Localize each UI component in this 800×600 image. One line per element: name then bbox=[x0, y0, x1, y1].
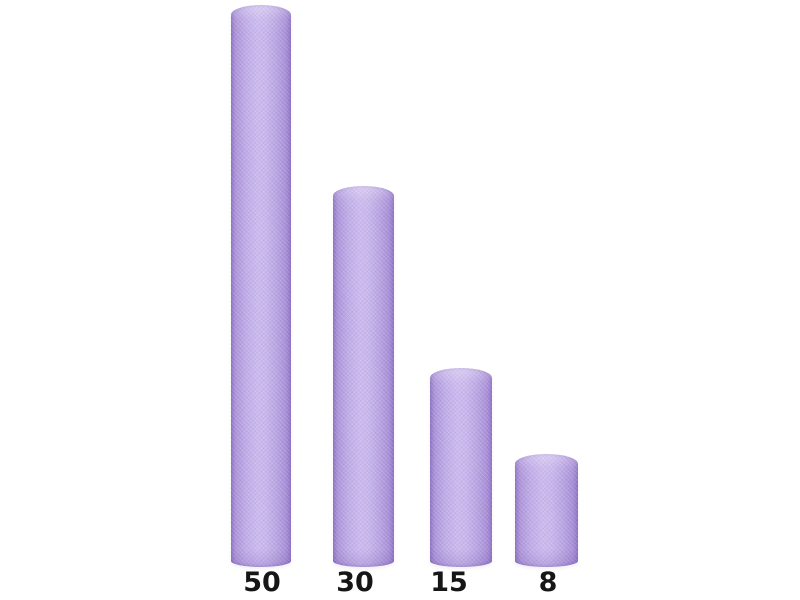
size-label-50: 50 bbox=[243, 567, 281, 598]
tulle-roll-30 bbox=[333, 186, 394, 567]
tulle-roll-15 bbox=[430, 368, 492, 567]
size-label-30: 30 bbox=[336, 567, 374, 598]
tulle-roll-50 bbox=[231, 5, 291, 567]
size-label-15: 15 bbox=[430, 567, 468, 598]
tulle-roll-8 bbox=[515, 454, 578, 567]
size-label-8: 8 bbox=[538, 567, 558, 598]
